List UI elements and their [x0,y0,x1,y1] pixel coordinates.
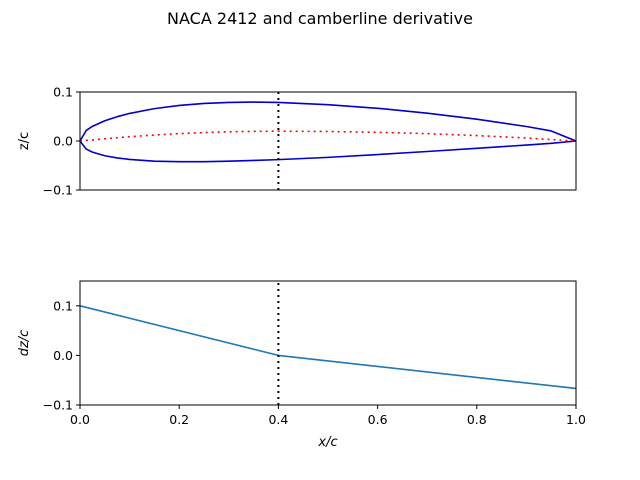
derivative-plot-area [79,281,577,405]
x-tick-label: 0.4 [268,412,288,427]
x-tick-label: 0.0 [70,412,90,427]
y-tick-label: 0.1 [53,298,73,313]
camber-derivative-line [79,305,577,390]
derivative-x-ticks: 0.0 0.2 0.4 0.6 0.8 1.0 [70,405,586,427]
x-tick-label: 1.0 [566,412,586,427]
derivative-axes: −0.10.00.1 0.0 0.2 0.4 0.6 0.8 1.0 dz/c x/c [17,280,586,450]
lower-surface-line [79,140,577,163]
derivative-y-axis-label: dz/c [17,330,32,357]
airfoil-plot-area [79,92,577,190]
airfoil-axes: −0.1 0.0 0.1 z/c [17,85,577,198]
x-tick-label: 0.2 [169,412,189,427]
y-tick-label: −0.1 [43,183,73,198]
y-tick-label: 0.0 [53,134,73,149]
derivative-y-ticks: −0.1 0.0 0.1 [43,298,80,413]
upper-surface-line [79,101,577,142]
y-tick-label: −0.1 [43,398,73,413]
camber-line-line [79,130,577,142]
airfoil-y-ticks: −0.1 0.0 0.1 [43,85,80,198]
derivative-x-axis-label: x/c [317,435,337,450]
y-tick-label: 0.1 [53,85,73,100]
x-tick-label: 0.8 [467,412,487,427]
airfoil-y-axis-label: z/c [17,132,32,150]
x-tick-label: 0.6 [368,412,388,427]
figure-title: NACA 2412 and camberline derivative [167,9,473,28]
derivative-axes-frame [79,280,577,406]
airfoil-axes-frame [79,91,577,191]
y-tick-label: 0.0 [53,348,73,363]
